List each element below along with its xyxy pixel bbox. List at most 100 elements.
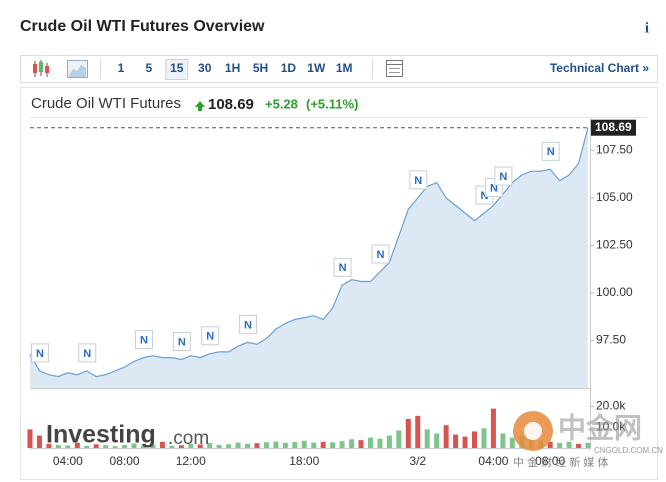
volume-bar bbox=[405, 419, 411, 448]
news-marker-label[interactable]: N bbox=[490, 182, 498, 194]
cngold-tag: 中 金 财 经 新 媒 体 bbox=[513, 455, 608, 469]
info-icon[interactable]: i bbox=[645, 20, 649, 36]
news-marker[interactable] bbox=[371, 244, 390, 264]
x-tick-label: 12:00 bbox=[176, 454, 206, 468]
news-marker[interactable] bbox=[239, 314, 258, 334]
x-tick-label: 08:00 bbox=[535, 454, 565, 468]
news-marker-label[interactable]: N bbox=[178, 336, 186, 348]
volume-bar bbox=[263, 442, 269, 448]
news-marker[interactable] bbox=[30, 343, 49, 363]
news-marker-label[interactable]: N bbox=[244, 319, 252, 331]
volume-bar bbox=[216, 444, 222, 448]
volume-bar bbox=[566, 441, 572, 448]
volume-bar bbox=[311, 442, 317, 448]
y-tick-label: 105.00 bbox=[596, 190, 633, 204]
x-tick-label: 04:00 bbox=[478, 454, 508, 468]
volume-bar bbox=[65, 445, 71, 448]
volume-bar bbox=[188, 443, 194, 448]
volume-bar bbox=[93, 444, 99, 448]
volume-bar bbox=[207, 443, 213, 448]
x-tick-label: 08:00 bbox=[110, 454, 140, 468]
volume-bar bbox=[557, 442, 563, 448]
interval-button[interactable]: 5 bbox=[146, 61, 153, 75]
x-tick-label: 18:00 bbox=[289, 454, 319, 468]
news-marker-label[interactable]: N bbox=[376, 249, 384, 261]
plot: 97.50 100.00 102.50 105.00 107.50 108.69 10.0k… bbox=[27, 119, 636, 468]
quote-name: Crude Oil WTI Futures bbox=[31, 95, 181, 112]
watermarks: Investing .com 中金网 CNGOLD.COM.CN 中 金 财 经… bbox=[46, 411, 663, 469]
news-marker[interactable] bbox=[333, 257, 352, 277]
volume-bar bbox=[330, 442, 336, 448]
interval-button[interactable]: 30 bbox=[198, 61, 212, 75]
news-marker[interactable] bbox=[201, 326, 220, 346]
volume-bar bbox=[245, 443, 251, 448]
x-tick-label: 04:00 bbox=[53, 454, 83, 468]
technical-chart-link[interactable]: Technical Chart » bbox=[550, 61, 649, 75]
area-icon[interactable] bbox=[67, 60, 88, 78]
cngold-url: CNGOLD.COM.CN bbox=[594, 446, 663, 455]
news-marker-label[interactable]: N bbox=[206, 331, 214, 343]
quote-last: 108.69 bbox=[208, 96, 254, 113]
volume-bar bbox=[36, 435, 42, 448]
investing-suffix: .com bbox=[168, 428, 209, 449]
volume-tick-label: 10.0k bbox=[596, 419, 626, 433]
volume-bar bbox=[84, 445, 90, 448]
quote-change: +5.28 bbox=[265, 96, 298, 111]
x-tick-label: 3/2 bbox=[409, 454, 426, 468]
area bbox=[30, 127, 588, 388]
news-marker-label[interactable]: N bbox=[499, 171, 507, 183]
interval-button[interactable]: 1M bbox=[336, 61, 353, 75]
volume-bar bbox=[509, 437, 515, 448]
table-icon[interactable] bbox=[386, 60, 403, 77]
volume-bar bbox=[481, 428, 487, 448]
line bbox=[29, 127, 589, 378]
interval-button[interactable]: 15 bbox=[170, 61, 184, 75]
volume-bar bbox=[576, 443, 582, 448]
volume-bar bbox=[301, 440, 307, 448]
volume-bar bbox=[235, 442, 241, 448]
volume-bar bbox=[386, 435, 392, 448]
volume-bar bbox=[453, 434, 459, 448]
widget-title: Crude Oil WTI Futures Overview bbox=[20, 18, 265, 35]
candle-icon[interactable] bbox=[33, 60, 49, 77]
last-price-label: 108.69 bbox=[595, 120, 632, 134]
volume-bar bbox=[367, 437, 373, 448]
news-marker[interactable] bbox=[134, 330, 153, 350]
volume-bar bbox=[226, 444, 232, 448]
news-marker[interactable] bbox=[172, 331, 191, 351]
volume-bar bbox=[27, 429, 33, 448]
volume-bar bbox=[273, 441, 279, 448]
interval-button[interactable]: 5H bbox=[253, 61, 268, 75]
news-marker-label[interactable]: N bbox=[83, 348, 91, 360]
news-marker[interactable] bbox=[541, 141, 560, 161]
interval-button[interactable]: 1 bbox=[118, 61, 125, 75]
volume-bar bbox=[396, 430, 402, 448]
news-marker-label[interactable]: N bbox=[480, 190, 488, 202]
volume-bar bbox=[46, 443, 52, 448]
interval-button[interactable]: 1H bbox=[225, 61, 240, 75]
selected-interval[interactable] bbox=[165, 59, 189, 80]
investing-logo: Investing bbox=[46, 421, 156, 449]
info-button[interactable] bbox=[637, 18, 657, 38]
interval-button[interactable]: 1W bbox=[307, 61, 326, 75]
news-marker[interactable] bbox=[494, 166, 513, 186]
volume-bar bbox=[377, 438, 383, 448]
volume-bar bbox=[112, 446, 118, 448]
news-marker-label[interactable]: N bbox=[339, 262, 347, 274]
volume-bar bbox=[150, 444, 156, 448]
y-tick-label: 100.00 bbox=[596, 285, 633, 299]
volume-bar bbox=[140, 445, 146, 448]
cngold-logo bbox=[524, 422, 542, 440]
news-marker-label[interactable]: N bbox=[547, 146, 555, 158]
news-marker[interactable] bbox=[78, 343, 97, 363]
news-marker-label[interactable]: N bbox=[36, 348, 44, 360]
interval-button[interactable]: 1D bbox=[281, 61, 297, 75]
y-tick-label: 97.50 bbox=[596, 333, 626, 347]
volume-tick-label: 20.0k bbox=[596, 399, 626, 413]
news-marker-label[interactable]: N bbox=[140, 334, 148, 346]
news-marker-label[interactable]: N bbox=[414, 175, 422, 187]
news-marker[interactable] bbox=[409, 170, 428, 190]
volume-bar bbox=[490, 408, 496, 448]
